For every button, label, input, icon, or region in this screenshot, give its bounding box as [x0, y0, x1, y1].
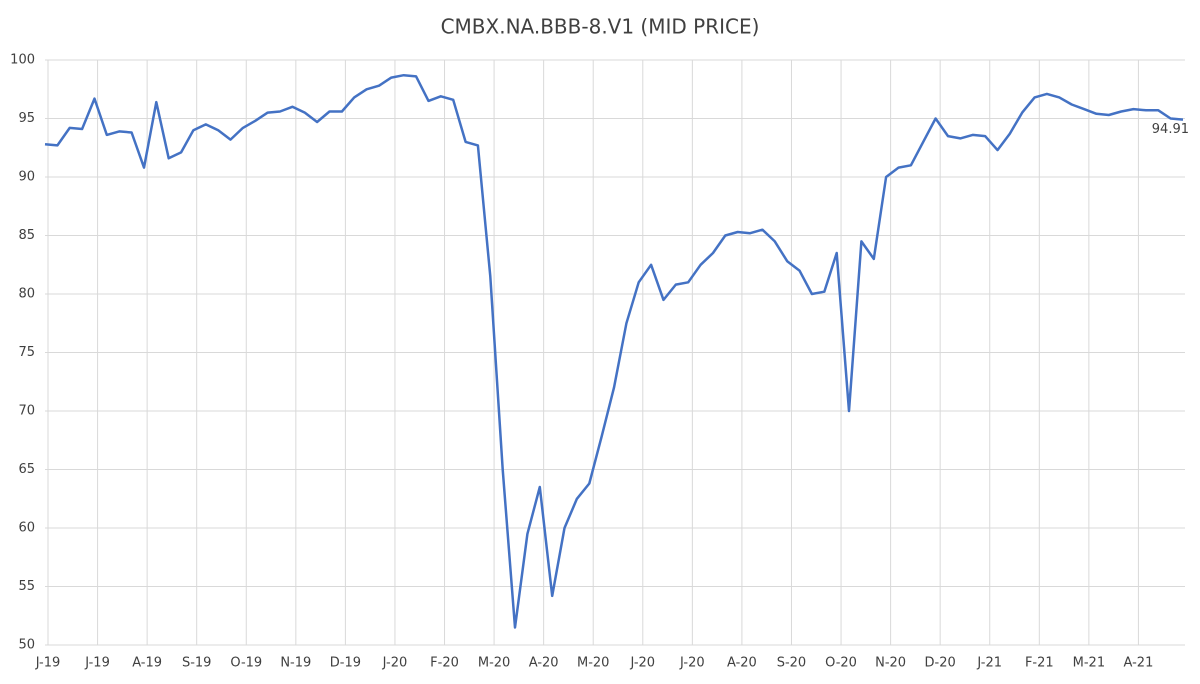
x-tick-label: D-20: [925, 656, 956, 671]
x-tick-label: J-20: [382, 656, 408, 671]
y-tick-label: 75: [18, 345, 35, 360]
y-tick-label: 55: [18, 579, 35, 594]
y-tick-label: 50: [18, 638, 35, 653]
y-tick-label: 65: [18, 462, 35, 477]
y-tick-label: 90: [18, 170, 35, 185]
x-tick-label: O-19: [230, 656, 262, 671]
y-tick-label: 95: [18, 111, 35, 126]
x-tick-label: F-21: [1025, 656, 1054, 671]
x-tick-label: N-20: [875, 656, 906, 671]
x-tick-label: J-21: [976, 656, 1002, 671]
y-tick-label: 100: [10, 53, 35, 68]
x-tick-label: A-20: [529, 656, 559, 671]
x-tick-label: O-20: [825, 656, 857, 671]
x-tick-label: D-19: [330, 656, 361, 671]
x-tick-label: J-20: [679, 656, 705, 671]
x-tick-label: M-21: [1073, 656, 1105, 671]
x-tick-label: M-20: [478, 656, 510, 671]
x-tick-label: M-20: [577, 656, 609, 671]
x-tick-label: J-19: [35, 656, 61, 671]
x-tick-label: A-19: [132, 656, 162, 671]
y-tick-label: 85: [18, 228, 35, 243]
x-tick-label: F-20: [430, 656, 459, 671]
x-tick-label: A-20: [727, 656, 757, 671]
x-tick-label: J-19: [84, 656, 110, 671]
last-value-label: 94.91: [1152, 122, 1189, 137]
y-tick-label: 70: [18, 404, 35, 419]
x-tick-label: A-21: [1124, 656, 1154, 671]
y-tick-label: 80: [18, 287, 35, 302]
x-tick-label: S-20: [777, 656, 807, 671]
y-tick-label: 60: [18, 521, 35, 536]
x-tick-label: J-20: [629, 656, 655, 671]
x-tick-label: N-19: [280, 656, 311, 671]
chart-title: CMBX.NA.BBB-8.V1 (MID PRICE): [441, 15, 760, 39]
price-line: [44, 73, 1184, 629]
x-tick-label: S-19: [182, 656, 212, 671]
